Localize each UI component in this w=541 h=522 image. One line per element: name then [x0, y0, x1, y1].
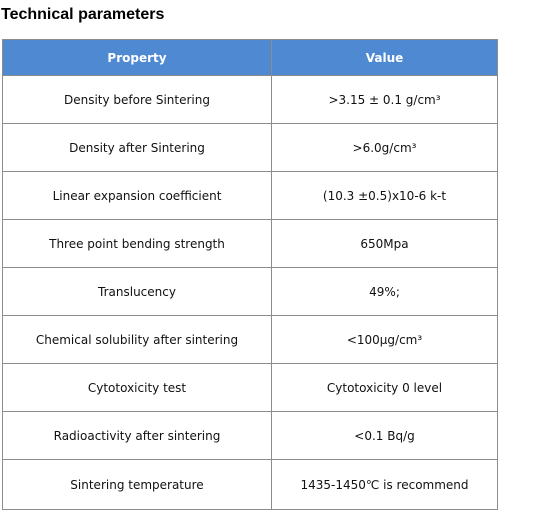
table-row: Density before Sintering >3.15 ± 0.1 g/c…: [2, 75, 498, 124]
value-cell: 49%;: [271, 267, 498, 316]
property-cell: Density before Sintering: [2, 75, 272, 124]
value-cell: 1435-1450℃ is recommend: [271, 459, 498, 510]
table-row: Radioactivity after sintering <0.1 Bq/g: [2, 411, 498, 460]
table-row: Density after Sintering >6.0g/cm³: [2, 123, 498, 172]
table-row: Chemical solubility after sintering <100…: [2, 315, 498, 364]
table-header-row: Property Value: [2, 39, 498, 76]
property-cell: Sintering temperature: [2, 459, 272, 510]
property-cell: Cytotoxicity test: [2, 363, 272, 412]
column-header-value: Value: [271, 39, 498, 76]
value-cell: Cytotoxicity 0 level: [271, 363, 498, 412]
property-cell: Density after Sintering: [2, 123, 272, 172]
property-cell: Chemical solubility after sintering: [2, 315, 272, 364]
value-cell: <0.1 Bq/g: [271, 411, 498, 460]
value-cell: (10.3 ±0.5)x10-6 k-t: [271, 171, 498, 220]
value-cell: >6.0g/cm³: [271, 123, 498, 172]
table-row: Sintering temperature 1435-1450℃ is reco…: [2, 459, 498, 510]
table-row: Cytotoxicity test Cytotoxicity 0 level: [2, 363, 498, 412]
table-row: Linear expansion coefficient (10.3 ±0.5)…: [2, 171, 498, 220]
property-cell: Linear expansion coefficient: [2, 171, 272, 220]
column-header-property: Property: [2, 39, 272, 76]
property-cell: Translucency: [2, 267, 272, 316]
table-row: Translucency 49%;: [2, 267, 498, 316]
value-cell: >3.15 ± 0.1 g/cm³: [271, 75, 498, 124]
property-cell: Radioactivity after sintering: [2, 411, 272, 460]
value-cell: 650Mpa: [271, 219, 498, 268]
technical-parameters-table: Property Value Density before Sintering …: [2, 39, 498, 510]
table-row: Three point bending strength 650Mpa: [2, 219, 498, 268]
page-title: Technical parameters: [1, 6, 165, 23]
property-cell: Three point bending strength: [2, 219, 272, 268]
value-cell: <100μg/cm³: [271, 315, 498, 364]
